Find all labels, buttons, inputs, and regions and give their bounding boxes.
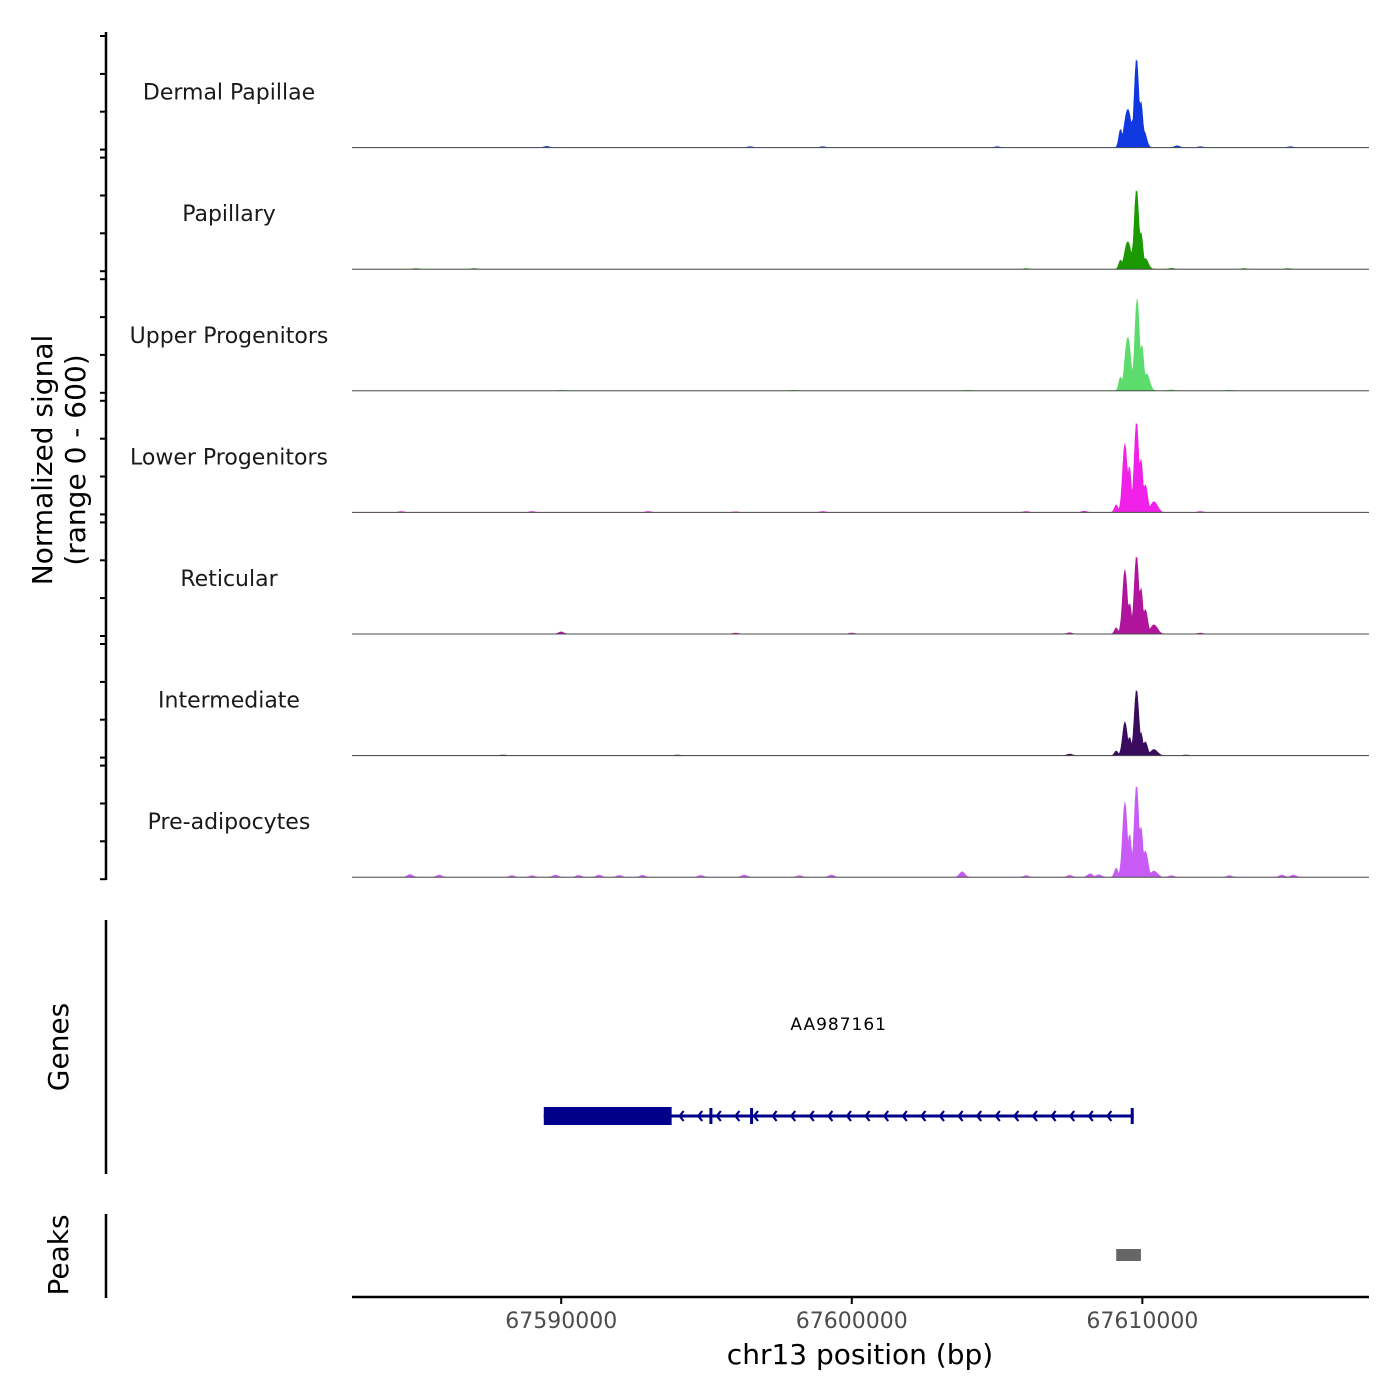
strand-arrow bbox=[1050, 1110, 1057, 1122]
signal-area bbox=[352, 690, 1369, 756]
strand-arrow bbox=[1031, 1110, 1038, 1122]
strand-arrow bbox=[845, 1110, 852, 1122]
strand-arrow bbox=[752, 1110, 759, 1122]
strand-arrow bbox=[994, 1110, 1001, 1122]
strand-arrow bbox=[827, 1110, 834, 1122]
strand-arrow bbox=[1087, 1110, 1094, 1122]
signal-area bbox=[352, 556, 1369, 635]
strand-arrow bbox=[715, 1110, 722, 1122]
y-axis-subtitle: (range 0 - 600) bbox=[59, 354, 92, 565]
signal-y-ticks bbox=[100, 35, 106, 881]
peaks-track bbox=[1116, 1249, 1141, 1261]
track-label: Dermal Papillae bbox=[143, 81, 315, 106]
x-tick-label: 67610000 bbox=[1086, 1309, 1198, 1334]
strand-arrow bbox=[1068, 1110, 1076, 1122]
x-tick-label: 67600000 bbox=[796, 1309, 908, 1334]
strand-arrow bbox=[734, 1110, 741, 1122]
y-axis-title: Normalized signal bbox=[26, 335, 59, 586]
gene-exon-block bbox=[543, 1107, 672, 1125]
gene-exon bbox=[1130, 1108, 1134, 1124]
peaks-track-label: Peaks bbox=[42, 1214, 75, 1295]
signal-area bbox=[352, 422, 1369, 513]
track-dermal-papillae: Dermal Papillae bbox=[143, 59, 1369, 149]
gene-exon bbox=[750, 1108, 754, 1124]
signal-area bbox=[352, 786, 1369, 878]
gene-model: AA987161 bbox=[543, 1015, 1134, 1125]
peak-region bbox=[1116, 1249, 1141, 1261]
track-label: Upper Progenitors bbox=[130, 324, 329, 349]
track-label: Pre-adipocytes bbox=[148, 810, 311, 835]
strand-arrow bbox=[808, 1110, 815, 1122]
strand-arrow bbox=[901, 1110, 908, 1122]
track-label: Reticular bbox=[180, 567, 278, 592]
track-label: Papillary bbox=[182, 202, 276, 227]
track-intermediate: Intermediate bbox=[158, 689, 1369, 757]
strand-arrow bbox=[864, 1110, 871, 1122]
track-label: Intermediate bbox=[158, 689, 300, 714]
strand-arrow bbox=[1106, 1110, 1113, 1122]
coverage-tracks: Dermal Papillae Papillary Upper Progenitor… bbox=[130, 59, 1369, 878]
strand-arrow bbox=[920, 1110, 927, 1122]
signal-area bbox=[352, 59, 1369, 148]
track-label: Lower Progenitors bbox=[130, 445, 328, 470]
signal-area bbox=[352, 298, 1369, 392]
strand-arrow bbox=[975, 1110, 983, 1122]
track-papillary: Papillary bbox=[182, 190, 1369, 270]
gene-name-label: AA987161 bbox=[790, 1015, 887, 1035]
strand-arrow bbox=[789, 1110, 797, 1122]
track-lower-progenitors: Lower Progenitors bbox=[130, 422, 1369, 513]
strand-arrow bbox=[882, 1110, 890, 1122]
x-axis-ticks: 67590000 67600000 67610000 bbox=[505, 1297, 1198, 1334]
strand-arrow bbox=[696, 1110, 704, 1122]
strand-arrow bbox=[938, 1110, 945, 1122]
track-pre-adipocytes: Pre-adipocytes bbox=[148, 786, 1369, 878]
x-axis-title: chr13 position (bp) bbox=[727, 1338, 993, 1371]
strand-arrow bbox=[957, 1110, 964, 1122]
strand-arrow bbox=[1013, 1110, 1020, 1122]
genes-track: AA987161 bbox=[543, 1015, 1134, 1125]
strand-arrow bbox=[678, 1110, 685, 1122]
strand-arrow bbox=[771, 1110, 778, 1122]
genes-track-label: Genes bbox=[42, 1003, 75, 1091]
x-tick-label: 67590000 bbox=[505, 1309, 617, 1334]
signal-area bbox=[352, 190, 1369, 270]
track-upper-progenitors: Upper Progenitors bbox=[130, 298, 1369, 392]
gene-exon bbox=[709, 1108, 713, 1124]
track-reticular: Reticular bbox=[180, 556, 1369, 635]
